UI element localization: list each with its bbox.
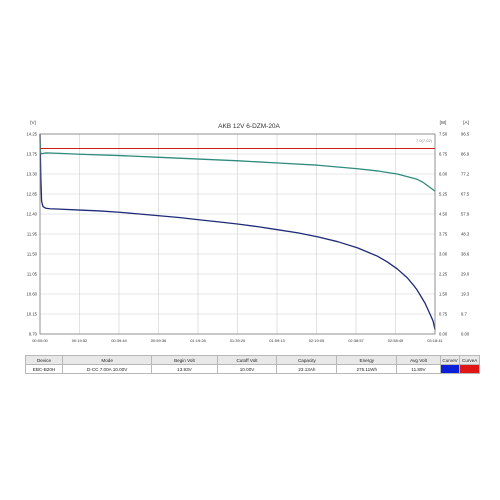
left-tick-labels: 14.25 13.75 13.30 12.85 12.40 11.95 11.50 11.05… [27, 132, 38, 337]
col-cutoff-volt-header: Cutoff Volt [216, 355, 278, 365]
x-tick-label: 02:58:49 [388, 338, 404, 343]
left-tick-label: 11.95 [27, 232, 38, 237]
right-tick-label-w: 0.75 [439, 312, 448, 317]
x-tick-label: 02:19:05 [309, 338, 325, 343]
chart-title: AKB 12V 6-DZM-20A [218, 123, 280, 130]
voltage-series-line [39, 133, 436, 330]
x-tick-label: 01:39:20 [230, 338, 246, 343]
col-mode-header: Mode [62, 355, 153, 365]
results-header-row: Device Mode Begin Volt Cutoff Volt Capac… [24, 355, 480, 365]
x-tick-label: 03:18:41 [427, 338, 443, 343]
curve-v-swatch-cell[interactable] [439, 364, 461, 374]
right-tick-label-w: 4.50 [439, 212, 448, 217]
device-cell: EBC-B20H [24, 364, 64, 374]
curve-a-swatch[interactable] [460, 365, 479, 373]
right-tick-label-a: 19.3 [461, 292, 470, 297]
plot-frame [39, 133, 436, 335]
right-tick-label-a: 0.00 [461, 332, 470, 337]
avg-volt-cell: 11.89V [396, 364, 441, 374]
left-tick-label: 10.15 [27, 312, 38, 317]
right-tick-label-a: 38.6 [461, 252, 470, 257]
right-axis-unit-w: [W] [440, 120, 447, 125]
results-table: Device Mode Begin Volt Cutoff Volt Capac… [24, 355, 480, 374]
right-tick-label-w: 1.50 [439, 292, 448, 297]
right-tick-label-w: 2.25 [439, 272, 448, 277]
right-tick-label-w: 3.75 [439, 232, 448, 237]
energy-cell: 275.11Wh [336, 364, 398, 374]
mode-cell: D-CC 7.00A 10.00V [62, 364, 153, 374]
begin-volt-cell: 13.93V [151, 364, 218, 374]
right-tick-label-a: 29.0 [461, 272, 470, 277]
x-tick-labels: 00:00:00 00:19:52 00:39:44 00:59:36 01:19:28… [32, 338, 443, 343]
left-tick-label: 13.75 [27, 152, 38, 157]
right-tick-label-w: 3.00 [439, 252, 448, 257]
current-label: 7.0(7.02) [416, 138, 433, 143]
right-axis-unit-a: [A] [463, 120, 469, 125]
right-tick-label-w: 6.75 [439, 152, 448, 157]
series-lines [39, 133, 436, 330]
left-tick-label: 12.40 [27, 212, 38, 217]
cutoff-volt-cell: 10.00V [216, 364, 278, 374]
x-tick-label: 00:39:44 [111, 338, 127, 343]
right-tick-label-a: 77.2 [461, 172, 470, 177]
left-tick-label: 14.25 [27, 132, 38, 137]
left-tick-label: 9.70 [29, 332, 38, 337]
curve-v-swatch[interactable] [441, 365, 459, 373]
x-tick-label: 01:59:13 [269, 338, 285, 343]
col-begin-volt-header: Begin Volt [151, 355, 218, 365]
left-tick-label: 12.85 [27, 192, 38, 197]
results-data-row[interactable]: EBC-B20H D-CC 7.00A 10.00V 13.93V 10.00V… [24, 364, 480, 374]
right-tick-label-a: 57.9 [461, 212, 470, 217]
right-tick-label-a: 48.3 [461, 232, 470, 237]
col-curve-v-header: CurveV [439, 355, 461, 365]
x-tick-label: 00:59:36 [151, 338, 167, 343]
curve-a-swatch-cell[interactable] [459, 364, 480, 374]
right-tick-label-w: 6.00 [439, 172, 448, 177]
x-tick-label: 00:19:52 [72, 338, 88, 343]
x-tick-label: 00:00:00 [32, 338, 48, 343]
col-energy-header: Energy [336, 355, 398, 365]
col-curve-a-header: CurveA [459, 355, 480, 365]
col-capacity-header: Capacity [276, 355, 338, 365]
right-tick-label-a: 86.9 [461, 152, 470, 157]
capacity-cell: 23.13Ah [276, 364, 338, 374]
right-tick-label-w: 7.50 [439, 132, 448, 137]
power-series-line [39, 140, 436, 192]
grid [40, 134, 435, 334]
left-tick-label: 11.50 [27, 252, 38, 257]
right-tick-label-a: 67.5 [461, 192, 470, 197]
left-axis-unit: [V] [30, 120, 36, 125]
right-tick-label-w: 0.00 [439, 332, 448, 337]
x-tick-label: 01:19:28 [190, 338, 206, 343]
col-avg-volt-header: Avg Volt [396, 355, 441, 365]
left-tick-label: 10.60 [27, 292, 38, 297]
left-tick-label: 11.05 [27, 272, 38, 277]
right-tick-label-a: 96.5 [461, 132, 470, 137]
col-device-header: Device [24, 355, 64, 365]
left-tick-label: 13.30 [27, 172, 38, 177]
right-tick-labels-w: 7.50 6.75 6.00 5.25 4.50 3.75 3.00 2.25 1.50 0.75… [439, 132, 448, 337]
x-tick-label: 02:38:57 [348, 338, 364, 343]
right-tick-labels-a: 96.5 86.9 77.2 67.5 57.9 48.3 38.6 29.0 19.3 9.7 0… [461, 132, 470, 337]
right-tick-label-a: 9.7 [461, 312, 467, 317]
right-tick-label-w: 5.25 [439, 192, 448, 197]
